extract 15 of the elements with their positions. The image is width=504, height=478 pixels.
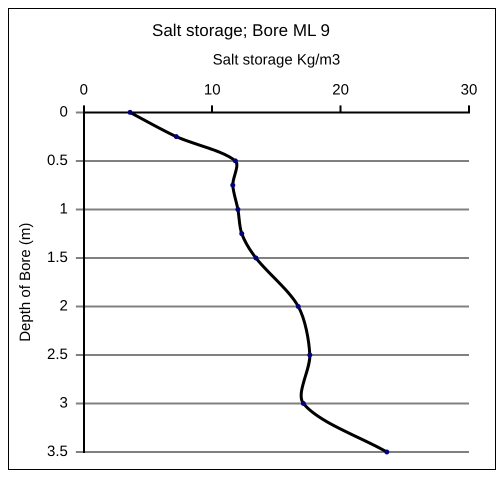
y-tick-label: 2.5 — [46, 346, 68, 364]
y-tick-label: 3.5 — [46, 443, 68, 460]
y-axis-title: Depth of Bore (m) — [17, 222, 34, 342]
y-tick-label: 3 — [60, 394, 68, 412]
chart-title: Salt storage; Bore ML 9 — [152, 20, 330, 40]
y-tick-label: 0 — [60, 104, 68, 121]
y-tick-label: 1 — [60, 200, 68, 218]
y-tick-label: 2 — [60, 298, 68, 315]
x-tick-label: 10 — [204, 82, 221, 99]
x-tick-label: 30 — [460, 82, 478, 99]
y-tick-label: 0.5 — [46, 152, 68, 170]
x-axis-title: Salt storage Kg/m3 — [212, 52, 340, 69]
y-tick-label: 1.5 — [46, 249, 68, 266]
x-tick-label: 0 — [80, 82, 88, 99]
x-tick-label: 20 — [332, 82, 349, 99]
